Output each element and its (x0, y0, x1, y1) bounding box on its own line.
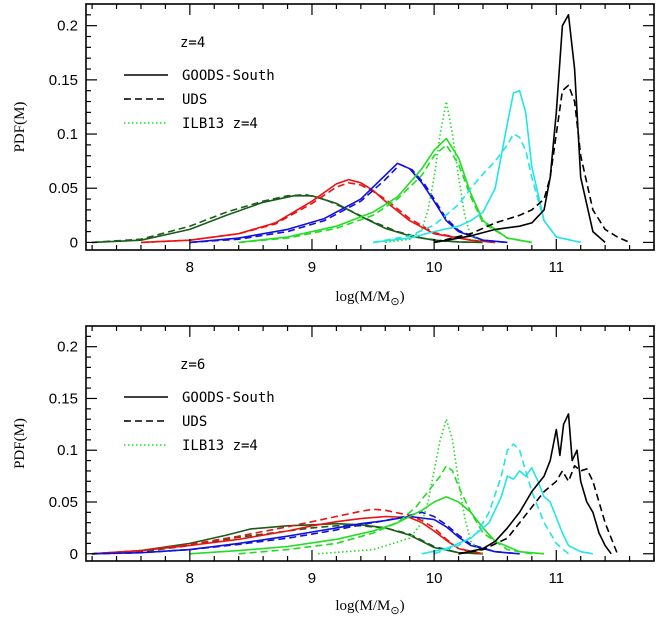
legend-label: ILB13 z=4 (182, 116, 258, 132)
x-tick-label: 8 (186, 570, 194, 587)
pdf-curve-solid-2 (92, 515, 484, 555)
legend-label: GOODS-South (182, 68, 275, 84)
pdf-curve-solid-9 (421, 467, 594, 555)
pdf-curve-dashed-12 (458, 465, 619, 555)
x-axis-label-sun-symbol: ⊙ (390, 296, 399, 308)
x-axis-label: log(M/M⊙) (335, 289, 404, 308)
x-tick-label: 10 (426, 259, 443, 276)
x-tick-label: 11 (548, 570, 564, 587)
pdf-curve-dotted-8 (318, 418, 484, 555)
pdf-curve-dashed-7 (238, 144, 532, 244)
x-tick-label: 8 (186, 259, 194, 276)
x-tick-label: 11 (548, 259, 564, 276)
pdf-curve-solid-6 (238, 137, 532, 244)
redshift-annotation: z=4 (180, 35, 205, 51)
y-tick-label: 0.15 (49, 72, 78, 89)
pdf-curve-dashed-3 (140, 182, 496, 244)
y-tick-label: 0.1 (57, 442, 78, 459)
y-tick-label: 0.2 (57, 18, 78, 35)
legend-label: UDS (182, 414, 207, 430)
x-axis-label-main: log(M/M (335, 598, 390, 614)
top-panel: 8 9 10 11 0 0.05 0.1 0.15 0.2 log(M/M⊙) PDF(M) z=4 G… (12, 3, 655, 308)
x-tick-label: 9 (308, 570, 316, 587)
pdf-curve-solid-11 (433, 14, 606, 244)
pdf-curve-dashed-5 (189, 163, 508, 244)
plot-frame (85, 3, 655, 251)
y-tick-label: 0.2 (57, 339, 78, 356)
y-tick-label: 0 (70, 234, 78, 251)
pdf-curve-dashed-12 (433, 84, 630, 244)
legend-label: UDS (182, 92, 207, 108)
x-axis-label-close: ) (400, 598, 405, 614)
pdf-curve-solid-6 (189, 496, 545, 555)
pdf-curve-solid-2 (140, 178, 496, 244)
x-axis-label-close: ) (400, 289, 405, 305)
y-tick-label: 0.05 (49, 180, 78, 197)
x-axis-label: log(M/M⊙) (335, 598, 404, 617)
x-tick-label: 9 (308, 259, 316, 276)
pdf-curve-dashed-10 (372, 133, 581, 244)
y-tick-label: 0.15 (49, 390, 78, 407)
y-tick-label: 0.1 (57, 126, 78, 143)
pdf-curve-dashed-7 (238, 465, 532, 555)
x-axis-label-main: log(M/M (335, 289, 390, 305)
bottom-panel: 8 9 10 11 0 0.05 0.1 0.15 0.2 log(M/M⊙) PDF(M) z=6 G… (12, 325, 655, 617)
y-tick-label: 0 (70, 546, 78, 563)
pdf-curve-dashed-3 (92, 508, 484, 555)
legend-label: ILB13 z=4 (182, 438, 258, 454)
x-tick-label: 10 (426, 570, 443, 587)
pdf-curve-solid-11 (458, 413, 612, 555)
pdf-curve-solid-0 (92, 522, 484, 555)
legend-label: GOODS-South (182, 390, 275, 406)
pdf-curve-dashed-10 (433, 443, 570, 555)
pdf-curve-solid-0 (92, 195, 484, 244)
plot-frame (85, 325, 655, 562)
y-axis-label: PDF(M) (12, 418, 28, 469)
y-tick-label: 0.05 (49, 494, 78, 511)
y-axis-label: PDF(M) (12, 102, 28, 153)
x-axis-label-sun-symbol: ⊙ (390, 605, 399, 617)
redshift-annotation: z=6 (180, 357, 205, 373)
